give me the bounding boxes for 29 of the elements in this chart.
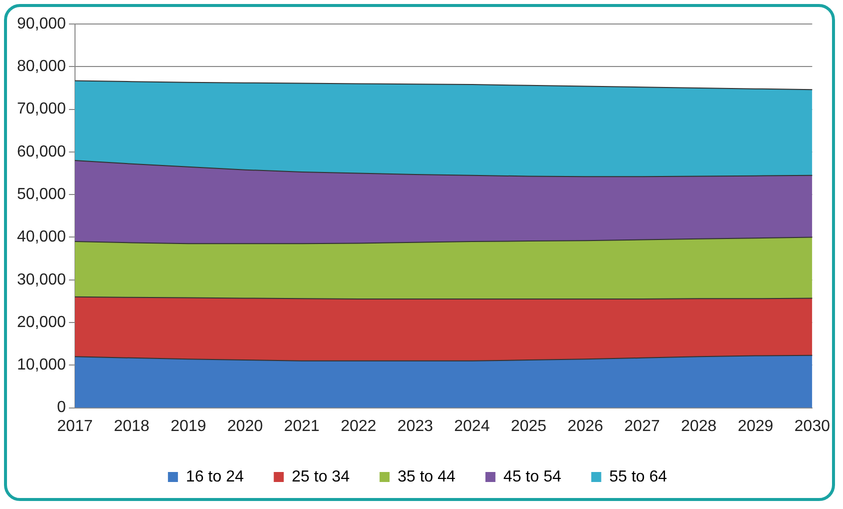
y-tick-label: 40,000 — [17, 228, 66, 246]
x-tick-label: 2025 — [510, 418, 547, 435]
x-tick-label: 2024 — [454, 418, 490, 435]
y-tick-label: 10,000 — [17, 356, 66, 374]
x-tick-label: 2020 — [227, 418, 263, 435]
x-tick-label: 2021 — [284, 418, 320, 435]
y-tick-label: 30,000 — [17, 271, 66, 288]
y-tick-label: 70,000 — [17, 100, 66, 118]
y-tick-label: 90,000 — [17, 15, 66, 32]
legend-label: 45 to 54 — [503, 468, 562, 486]
y-tick-label: 50,000 — [17, 186, 66, 203]
y-tick-label: 0 — [57, 399, 66, 416]
x-tick-label: 2022 — [340, 418, 376, 435]
x-tick-label: 2019 — [170, 418, 206, 435]
x-tick-label: 2030 — [794, 418, 830, 435]
x-tick-label: 2026 — [568, 418, 604, 435]
x-tick-label: 2028 — [680, 418, 717, 435]
x-tick-label: 2017 — [57, 418, 93, 435]
x-tick-label: 2023 — [397, 418, 434, 435]
legend-label: 25 to 34 — [292, 468, 350, 486]
x-tick-label: 2018 — [114, 418, 150, 435]
x-tick-label: 2029 — [738, 418, 774, 435]
legend-label: 35 to 44 — [398, 468, 456, 486]
legend-label: 16 to 24 — [186, 468, 244, 486]
x-tick-label: 2027 — [624, 418, 660, 435]
legend-label: 55 to 64 — [609, 468, 668, 486]
y-tick-label: 80,000 — [17, 58, 66, 76]
y-tick-label: 60,000 — [17, 143, 66, 160]
y-tick-label: 20,000 — [17, 314, 66, 331]
